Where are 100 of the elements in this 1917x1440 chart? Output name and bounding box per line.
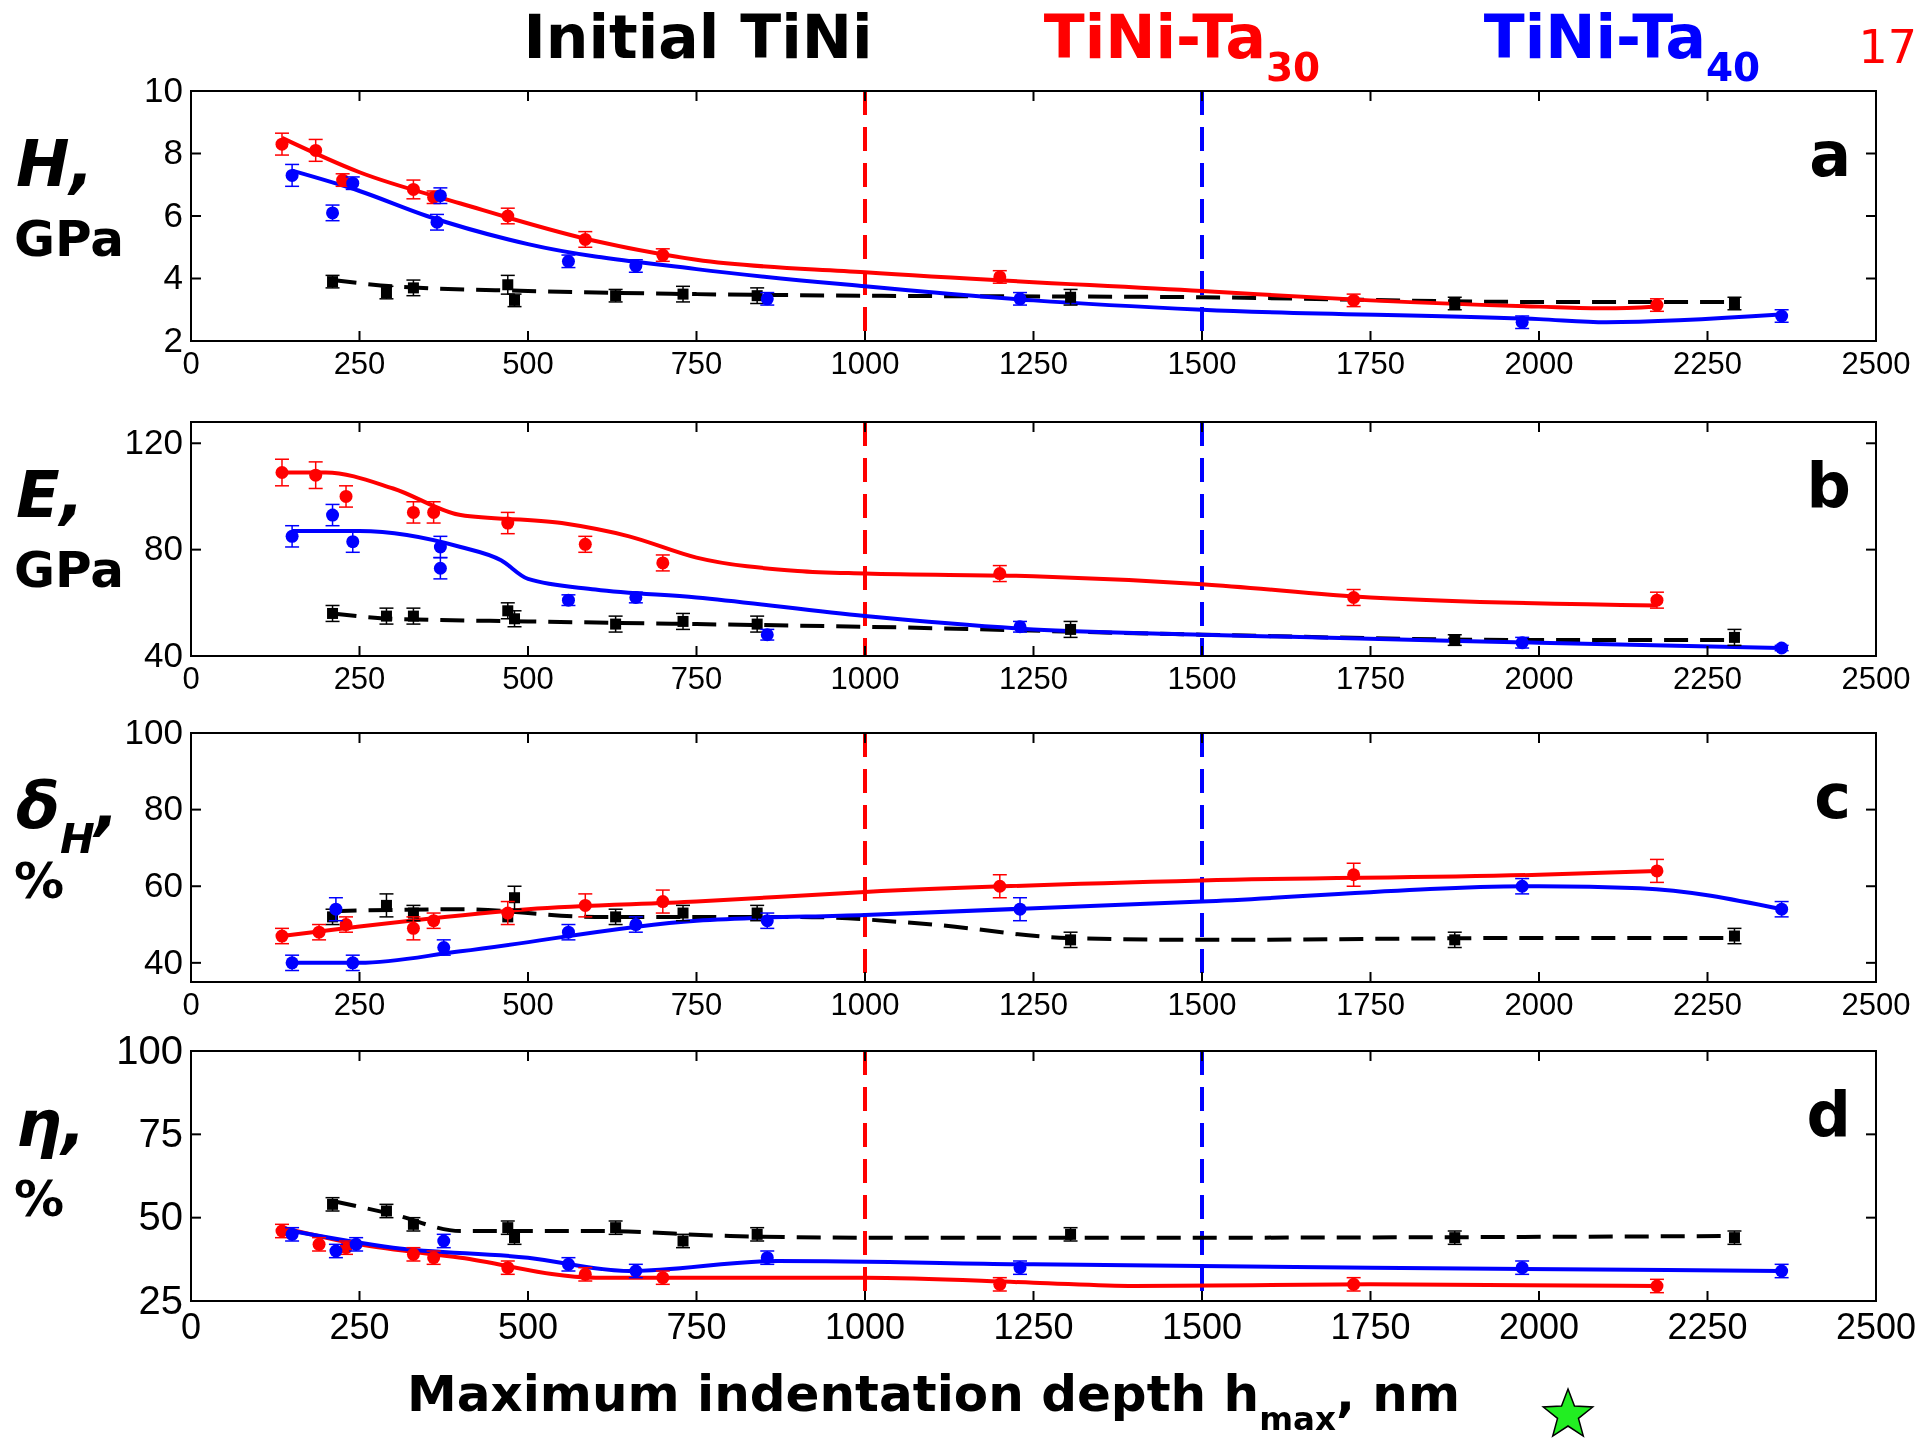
- x-tick-label: 2500: [1841, 346, 1911, 381]
- point: [275, 137, 289, 151]
- y-axis-title: E, GPa: [14, 458, 125, 599]
- x-tick-label: 0: [182, 987, 200, 1022]
- x-tick-label: 1500: [1167, 661, 1237, 696]
- x-tick-label: 1250: [999, 661, 1068, 696]
- x-tick-label: 1000: [824, 1306, 906, 1347]
- point: [285, 168, 299, 182]
- point: [1728, 631, 1740, 643]
- y-tick-label: 60: [144, 865, 183, 905]
- point: [406, 921, 420, 935]
- point: [309, 143, 323, 157]
- point: [501, 906, 515, 920]
- y-tick-label: 120: [124, 422, 183, 462]
- y-tick-label: 100: [124, 711, 183, 751]
- x-tick-label: 750: [670, 661, 723, 696]
- text: TiNi-Ta$_{40}$: [1483, 2, 1761, 90]
- y-tick-label: 40: [144, 634, 183, 674]
- annotation: b: [1806, 449, 1851, 522]
- point: [677, 615, 689, 627]
- x-tick-label: 1500: [1167, 346, 1237, 381]
- y-axis-title: η, %: [14, 1087, 86, 1228]
- y-tick-label: 100: [116, 1027, 183, 1072]
- x-tick-label: 2000: [1504, 346, 1574, 381]
- annotation: a: [1809, 118, 1851, 191]
- point: [433, 561, 447, 575]
- x-tick-label: 1000: [830, 346, 900, 381]
- x-tick-label: 1250: [999, 346, 1068, 381]
- x-tick-label: 1000: [830, 661, 900, 696]
- point: [406, 505, 420, 519]
- y-tick-label: 25: [138, 1277, 183, 1322]
- x-tick-label: 750: [666, 1306, 727, 1347]
- point: [327, 607, 339, 619]
- x-tick-label: 1000: [830, 987, 900, 1022]
- x-tick-label: 0: [182, 346, 200, 381]
- y-tick-label: 2: [163, 319, 183, 359]
- x-tick-label: 1750: [1330, 1306, 1411, 1347]
- x-tick-label: 1750: [1336, 987, 1405, 1022]
- x-tick-label: 500: [502, 661, 554, 696]
- y-tick-label: 4: [163, 257, 183, 297]
- x-tick-label: 250: [333, 987, 386, 1022]
- y-tick-label: 80: [144, 788, 183, 828]
- text: TiNi-Ta$_{30}$: [1043, 2, 1321, 90]
- point: [433, 540, 447, 554]
- x-tick-label: 500: [502, 346, 554, 381]
- annotation: d: [1806, 1078, 1851, 1151]
- x-tick-label: 2000: [1504, 987, 1574, 1022]
- y-tick-label: 40: [144, 941, 183, 981]
- point: [339, 489, 353, 503]
- point: [1347, 868, 1361, 882]
- x-tick-label: 0: [180, 1306, 202, 1347]
- x-tick-label: 1500: [1161, 1306, 1243, 1347]
- y-axis-title: H, GPa: [14, 127, 125, 268]
- x-tick-label: 2250: [1673, 661, 1742, 696]
- point: [509, 892, 521, 904]
- text: 17: [1858, 20, 1917, 74]
- point: [1065, 623, 1077, 635]
- point: [502, 279, 514, 291]
- x-tick-label: 2250: [1673, 346, 1742, 381]
- y-axis-title: δ$_{H}$, %: [14, 769, 120, 910]
- x-tick-label: 1250: [999, 987, 1068, 1022]
- y-tick-label: 75: [138, 1110, 183, 1155]
- x-tick-label: 2500: [1841, 987, 1911, 1022]
- x-tick-label: 1500: [1167, 987, 1237, 1022]
- text: Initial TiNi: [523, 2, 873, 72]
- point: [329, 902, 343, 916]
- point: [427, 505, 441, 519]
- point: [993, 879, 1007, 893]
- x-tick-label: 2500: [1841, 661, 1911, 696]
- x-axis-title: Maximum indentation depth h$_{max}$, nm: [406, 1365, 1461, 1438]
- x-tick-label: 2250: [1667, 1306, 1748, 1347]
- y-tick-label: 50: [138, 1194, 183, 1239]
- point: [285, 529, 299, 543]
- y-tick-label: 8: [163, 132, 183, 172]
- x-tick-label: 750: [670, 346, 723, 381]
- x-tick-label: 2000: [1504, 661, 1574, 696]
- x-tick-label: 500: [502, 987, 554, 1022]
- point: [1650, 864, 1664, 878]
- point: [275, 466, 289, 480]
- y-tick-label: 80: [144, 528, 183, 568]
- point: [406, 182, 420, 196]
- point: [501, 516, 515, 530]
- y-tick-label: 10: [144, 69, 183, 109]
- x-tick-label: 1250: [993, 1306, 1074, 1347]
- x-tick-label: 1750: [1336, 661, 1405, 696]
- y-tick-label: 6: [163, 194, 183, 234]
- point: [326, 508, 340, 522]
- point: [578, 898, 592, 912]
- x-tick-label: 250: [333, 346, 386, 381]
- x-tick-label: 750: [670, 987, 723, 1022]
- x-tick-label: 1750: [1336, 346, 1405, 381]
- annotation: c: [1814, 760, 1851, 833]
- x-tick-label: 250: [333, 661, 386, 696]
- x-tick-label: 2000: [1498, 1306, 1580, 1347]
- x-tick-label: 0: [182, 661, 200, 696]
- x-tick-label: 500: [497, 1306, 559, 1347]
- point: [309, 468, 323, 482]
- x-tick-label: 2250: [1673, 987, 1742, 1022]
- point: [346, 535, 360, 549]
- point: [656, 895, 670, 909]
